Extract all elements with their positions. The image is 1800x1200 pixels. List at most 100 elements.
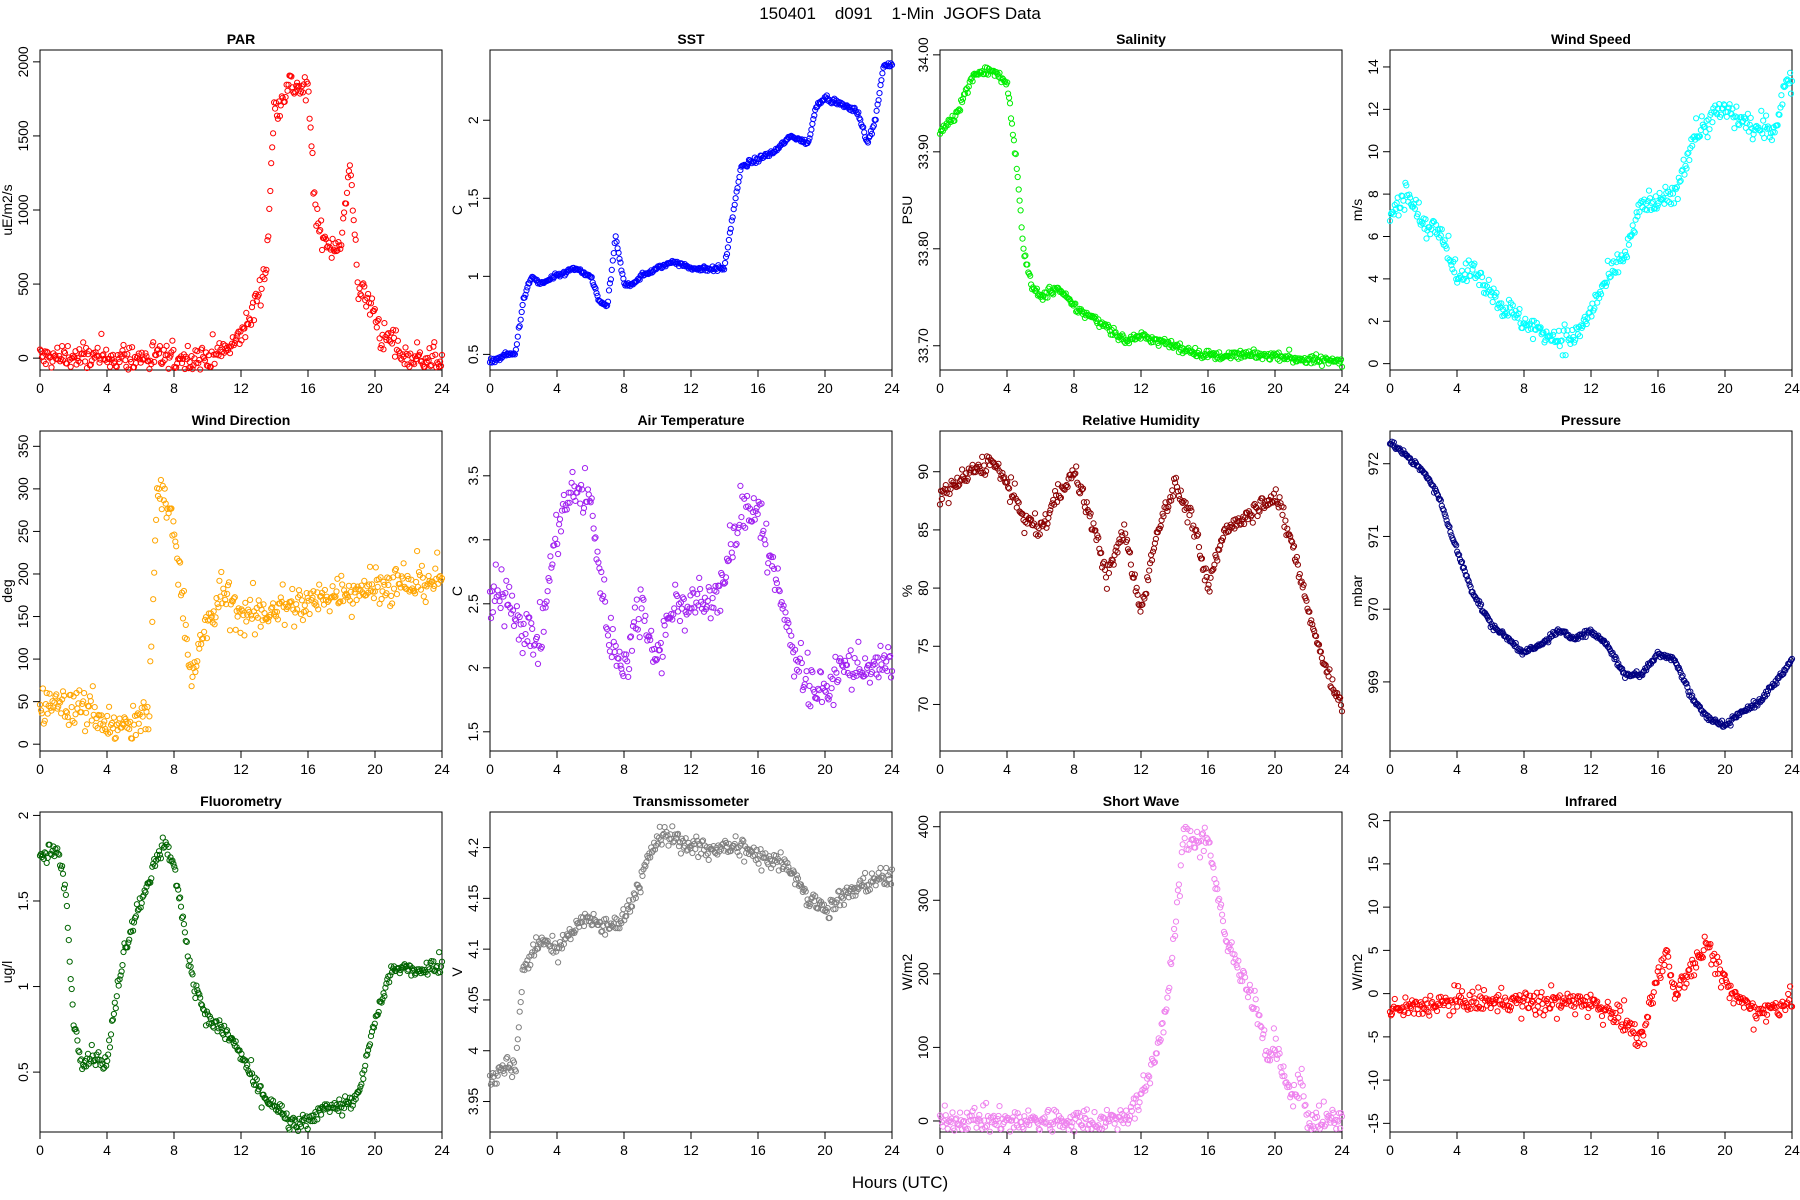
- x-tick-label: 20: [1267, 761, 1283, 777]
- data-point: [888, 61, 896, 69]
- data-point: [833, 669, 840, 676]
- data-point: [835, 677, 842, 684]
- data-point: [1780, 83, 1787, 90]
- data-point: [1135, 601, 1142, 608]
- data-point: [964, 89, 971, 96]
- data-point: [1251, 987, 1258, 994]
- data-point: [696, 574, 703, 582]
- data-point: [763, 520, 770, 527]
- data-point: [1219, 537, 1226, 544]
- data-point: [224, 590, 231, 598]
- data-point: [1070, 472, 1077, 479]
- data-point: [1656, 189, 1663, 197]
- data-point: [961, 90, 969, 97]
- data-point: [674, 608, 682, 615]
- data-point: [130, 702, 137, 709]
- x-tick-label: 8: [1070, 761, 1078, 777]
- data-point: [212, 614, 219, 621]
- data-point: [1583, 320, 1590, 328]
- data-point: [1762, 123, 1769, 131]
- data-point: [1148, 557, 1156, 564]
- x-tick-label: 24: [884, 380, 900, 396]
- y-tick-label: 85: [915, 522, 931, 538]
- data-point: [241, 632, 248, 639]
- data-point: [831, 666, 838, 673]
- data-point: [375, 576, 382, 583]
- data-point: [340, 598, 347, 605]
- data-point: [145, 726, 152, 733]
- data-point: [302, 97, 309, 104]
- data-point: [1603, 279, 1610, 286]
- data-point: [1551, 328, 1558, 335]
- y-tick-label: 75: [915, 638, 931, 654]
- data-point: [192, 668, 199, 676]
- data-point: [1125, 340, 1133, 347]
- data-point: [1110, 561, 1117, 568]
- data-point: [1272, 486, 1279, 493]
- data-point: [1078, 486, 1086, 493]
- data-point: [405, 575, 412, 583]
- data-point: [135, 350, 142, 357]
- data-point: [1493, 289, 1500, 296]
- data-point: [365, 290, 372, 298]
- data-point: [1098, 549, 1105, 556]
- data-point: [638, 605, 645, 612]
- data-point: [1177, 862, 1184, 869]
- data-point: [1471, 260, 1478, 267]
- data-point: [1403, 182, 1410, 189]
- data-point: [157, 476, 164, 484]
- data-point: [265, 618, 272, 625]
- data-point: [1006, 485, 1013, 492]
- data-point: [284, 87, 291, 94]
- data-point: [725, 557, 733, 564]
- data-point: [773, 580, 781, 587]
- data-point: [811, 112, 818, 119]
- data-point: [670, 611, 677, 618]
- data-point: [774, 565, 781, 572]
- data-point: [47, 704, 54, 711]
- data-point: [724, 244, 732, 251]
- panel-title-sst: SST: [677, 31, 705, 47]
- x-tick-label: 8: [620, 380, 628, 396]
- y-tick-label: 4: [1365, 275, 1381, 283]
- data-point: [695, 853, 702, 861]
- data-point: [1020, 245, 1027, 252]
- data-point: [1209, 567, 1216, 574]
- data-point: [656, 647, 663, 654]
- data-point: [594, 548, 601, 555]
- data-point: [765, 560, 772, 567]
- data-point: [734, 530, 741, 537]
- data-point: [358, 292, 365, 299]
- plot-frame-pressure: [1389, 430, 1793, 752]
- data-point: [627, 634, 634, 641]
- x-tick-label: 0: [36, 1142, 44, 1158]
- data-point: [1733, 103, 1740, 110]
- data-point: [1391, 995, 1398, 1003]
- data-point: [62, 891, 70, 899]
- data-point: [1448, 262, 1455, 269]
- data-point: [515, 1024, 522, 1031]
- y-tick-label: 33.90: [915, 134, 931, 169]
- data-point: [617, 259, 624, 266]
- data-point: [156, 495, 163, 502]
- x-tick-label: 24: [1334, 380, 1350, 396]
- data-point: [504, 1054, 511, 1061]
- data-point: [295, 83, 302, 90]
- y-tick-label: 33.80: [915, 231, 931, 266]
- data-point: [272, 99, 280, 107]
- data-point: [339, 229, 346, 236]
- data-point: [1183, 505, 1190, 512]
- data-point: [1443, 245, 1450, 252]
- y-tick-label: 12: [1365, 101, 1381, 117]
- data-point: [1164, 994, 1171, 1001]
- data-point: [310, 190, 317, 197]
- data-point: [437, 358, 444, 365]
- data-point: [369, 588, 376, 595]
- data-point: [544, 588, 551, 595]
- data-point: [1537, 324, 1544, 331]
- data-point: [299, 617, 306, 624]
- data-point: [430, 343, 437, 350]
- x-tick-label: 8: [170, 761, 178, 777]
- data-point: [348, 613, 355, 621]
